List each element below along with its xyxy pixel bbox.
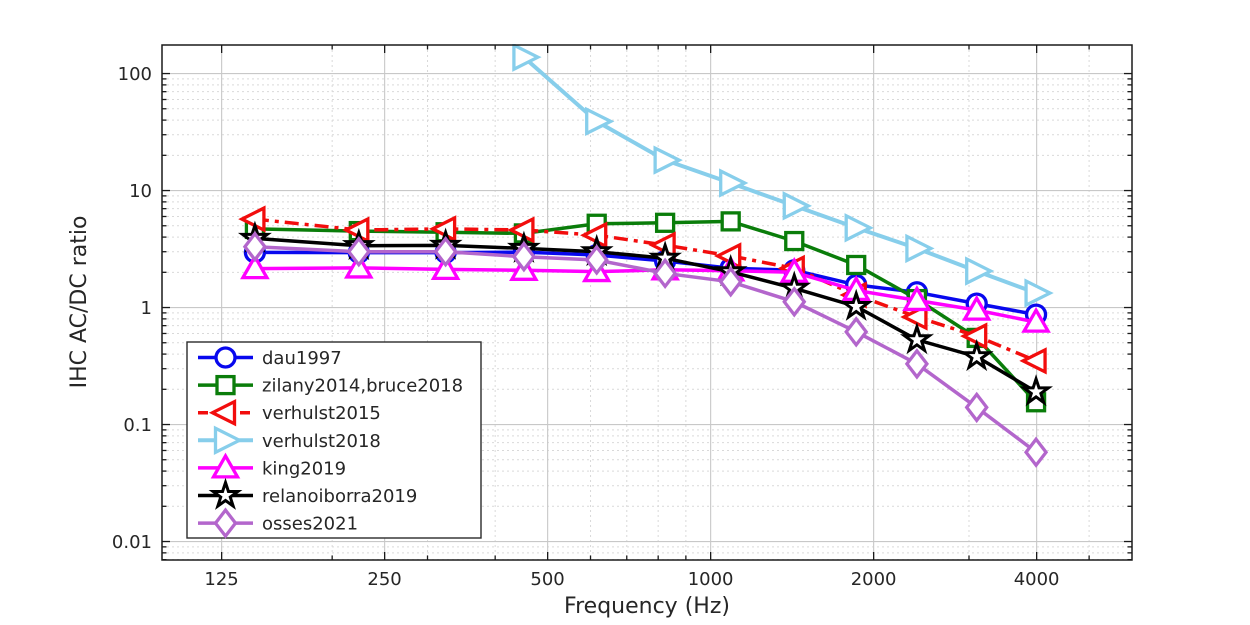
plot-border <box>161 44 1133 561</box>
x-tick-label: 1000 <box>688 569 734 590</box>
marker-verhulst2018 <box>585 106 615 137</box>
marker-relanoiborra2019 <box>959 338 994 372</box>
marker-osses2021 <box>844 316 869 348</box>
y-tick-label: 1 <box>141 298 152 319</box>
marker-verhulst2015 <box>238 205 266 233</box>
legend-label-verhulst2015: verhulst2015 <box>262 403 381 424</box>
axis-ticks <box>162 45 1132 561</box>
legend-entry-relanoiborra2019: relanoiborra2019 <box>198 477 417 510</box>
marker-zilany2014,bruce2018 <box>846 254 867 276</box>
legend-marker-verhulst2015 <box>208 399 237 427</box>
marker-king2019 <box>430 254 461 281</box>
series-line-osses2021 <box>254 244 1038 454</box>
marker-relanoiborra2019 <box>899 321 934 355</box>
marker-verhulst2018 <box>512 44 542 72</box>
x-tick-label: 250 <box>367 569 401 590</box>
legend-marker-verhulst2018 <box>213 425 244 455</box>
axes-frame <box>161 44 1133 561</box>
legend-marker-osses2021 <box>213 507 238 539</box>
legend-entry-zilany2014,bruce2018: zilany2014,bruce2018 <box>198 374 463 397</box>
marker-verhulst2018 <box>1024 278 1054 308</box>
x-tick-label: 4000 <box>1014 569 1060 590</box>
marker-verhulst2018 <box>844 213 874 243</box>
series-osses2021 <box>242 231 1049 468</box>
marker-verhulst2018 <box>905 233 935 264</box>
marker-osses2021 <box>511 240 536 273</box>
legend-label-king2019: king2019 <box>262 458 346 479</box>
legend-marker-zilany2014,bruce2018 <box>215 374 236 396</box>
legend-entry-verhulst2015: verhulst2015 <box>198 399 381 427</box>
marker-osses2021 <box>904 348 929 380</box>
marker-zilany2014,bruce2018 <box>720 211 741 232</box>
x-tick-label: 500 <box>530 569 564 590</box>
marker-osses2021 <box>653 257 678 290</box>
series-verhulst2018 <box>512 44 1054 308</box>
legend-entry-osses2021: osses2021 <box>198 507 358 539</box>
legend-entry-dau1997: dau1997 <box>198 346 342 369</box>
marker-osses2021 <box>1023 436 1049 468</box>
tick-labels: 125 250 500 1000 2000 4000 0.01 0.1 1 10 100 <box>112 64 1060 590</box>
legend-entry-verhulst2018: verhulst2018 <box>198 425 381 455</box>
y-axis-label: IHC AC/DC ratio <box>67 216 92 389</box>
marker-osses2021 <box>964 391 989 424</box>
marker-zilany2014,bruce2018 <box>784 230 805 252</box>
marker-verhulst2018 <box>653 145 683 175</box>
legend-entry-king2019: king2019 <box>198 452 346 479</box>
legend: dau1997 zilany2014,bruce2018 verhulst2015 v… <box>186 341 482 539</box>
marker-osses2021 <box>433 236 458 268</box>
marker-verhulst2015 <box>900 303 928 331</box>
marker-king2019 <box>902 285 932 312</box>
marker-relanoiborra2019 <box>839 288 874 321</box>
legend-label-verhulst2018: verhulst2018 <box>262 431 381 452</box>
marker-verhulst2015 <box>960 322 988 350</box>
marker-verhulst2015 <box>1019 347 1047 375</box>
marker-king2019 <box>1021 306 1051 333</box>
y-tick-label: 0.1 <box>123 415 152 436</box>
marker-osses2021 <box>782 286 807 318</box>
legend-marker-dau1997 <box>214 346 237 369</box>
marker-zilany2014,bruce2018 <box>654 212 676 233</box>
legend-label-dau1997: dau1997 <box>262 348 342 369</box>
marker-verhulst2018 <box>965 256 995 286</box>
marker-osses2021 <box>584 244 609 276</box>
marker-osses2021 <box>718 266 743 298</box>
data-series <box>237 44 1054 468</box>
marker-osses2021 <box>346 236 371 268</box>
marker-king2019 <box>961 294 992 321</box>
marker-verhulst2018 <box>782 191 812 221</box>
marker-relanoiborra2019 <box>1019 374 1053 407</box>
legend-label-osses2021: osses2021 <box>262 514 358 535</box>
marker-verhulst2015 <box>507 216 535 244</box>
legend-label-relanoiborra2019: relanoiborra2019 <box>262 486 417 507</box>
marker-king2019 <box>240 253 270 280</box>
x-tick-label: 125 <box>204 569 238 590</box>
legend-label-zilany2014,bruce2018: zilany2014,bruce2018 <box>262 376 463 397</box>
series-line-king2019 <box>254 266 1037 324</box>
x-axis-label: Frequency (Hz) <box>564 594 730 619</box>
legend-marker-king2019 <box>210 452 241 479</box>
marker-verhulst2018 <box>719 168 749 198</box>
y-tick-label: 100 <box>118 64 152 85</box>
y-tick-label: 10 <box>129 181 152 202</box>
legend-marker-relanoiborra2019 <box>208 477 243 510</box>
x-tick-label: 2000 <box>851 569 897 590</box>
series-line-relanoiborra2019 <box>254 236 1037 394</box>
y-tick-label: 0.01 <box>112 532 152 553</box>
marker-osses2021 <box>242 231 267 263</box>
